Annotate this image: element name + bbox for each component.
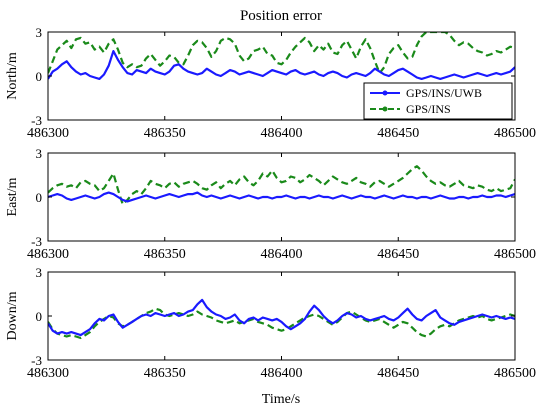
y-tick-label: 0 [36,190,43,205]
y-tick-label: -3 [31,353,42,368]
legend: GPS/INS/UWB GPS/INS [363,82,513,120]
series-line-gps-ins-uwb [48,298,515,337]
panel-3: -3 0 3 486300 486350 486400 486450 486500 Down/m [5,265,536,381]
x-tick-label: 486450 [377,366,419,381]
legend-marker-gps-ins-uwb [382,90,388,96]
legend-box [363,82,513,120]
x-tick-label: 486400 [261,366,303,381]
series-line-gps-ins [48,307,515,340]
series-line-gps-ins [48,165,515,206]
x-tick-label: 486400 [261,126,303,141]
y-tick-label: 0 [36,69,43,84]
legend-marker-gps-ins [382,106,388,112]
x-tick-label: 486500 [494,247,536,262]
x-tick-label: 486300 [27,247,69,262]
y-tick-label: 3 [36,25,43,40]
series-line-gps-ins-uwb [48,49,515,81]
y-tick-label: -3 [31,113,42,128]
y-tick-label: -3 [31,234,42,249]
legend-label-gps-ins: GPS/INS [406,102,451,116]
series-line-gps-ins [48,32,515,75]
series-line-gps-ins-uwb [48,191,515,203]
legend-label-gps-ins-uwb: GPS/INS/UWB [406,86,482,100]
x-tick-label: 486450 [377,126,419,141]
panel-2: -3 0 3 486300 486350 486400 486450 486500 East/m [5,146,536,262]
y-tick-label: 3 [36,265,43,280]
x-axis-label: Time/s [262,392,300,407]
y-axis-label: North/m [5,52,20,100]
x-tick-label: 486500 [494,366,536,381]
y-axis-label: East/m [5,177,20,216]
x-tick-label: 486500 [494,126,536,141]
panel-1: -3 0 3 486300 486350 486400 486450 486500 North/… [5,25,536,141]
x-tick-label: 486300 [27,366,69,381]
panels-group: -3 0 3 486300 486350 486400 486450 486500 North/… [5,25,536,381]
x-tick-label: 486450 [377,247,419,262]
chart-title: Position error [240,8,322,24]
x-tick-label: 486350 [144,247,186,262]
x-tick-label: 486350 [144,366,186,381]
y-tick-label: 3 [36,146,43,161]
y-tick-label: 0 [36,309,43,324]
y-axis-label: Down/m [5,291,20,340]
x-tick-label: 486400 [261,247,303,262]
x-tick-label: 486350 [144,126,186,141]
panel-frame [47,271,516,361]
x-tick-label: 486300 [27,126,69,141]
